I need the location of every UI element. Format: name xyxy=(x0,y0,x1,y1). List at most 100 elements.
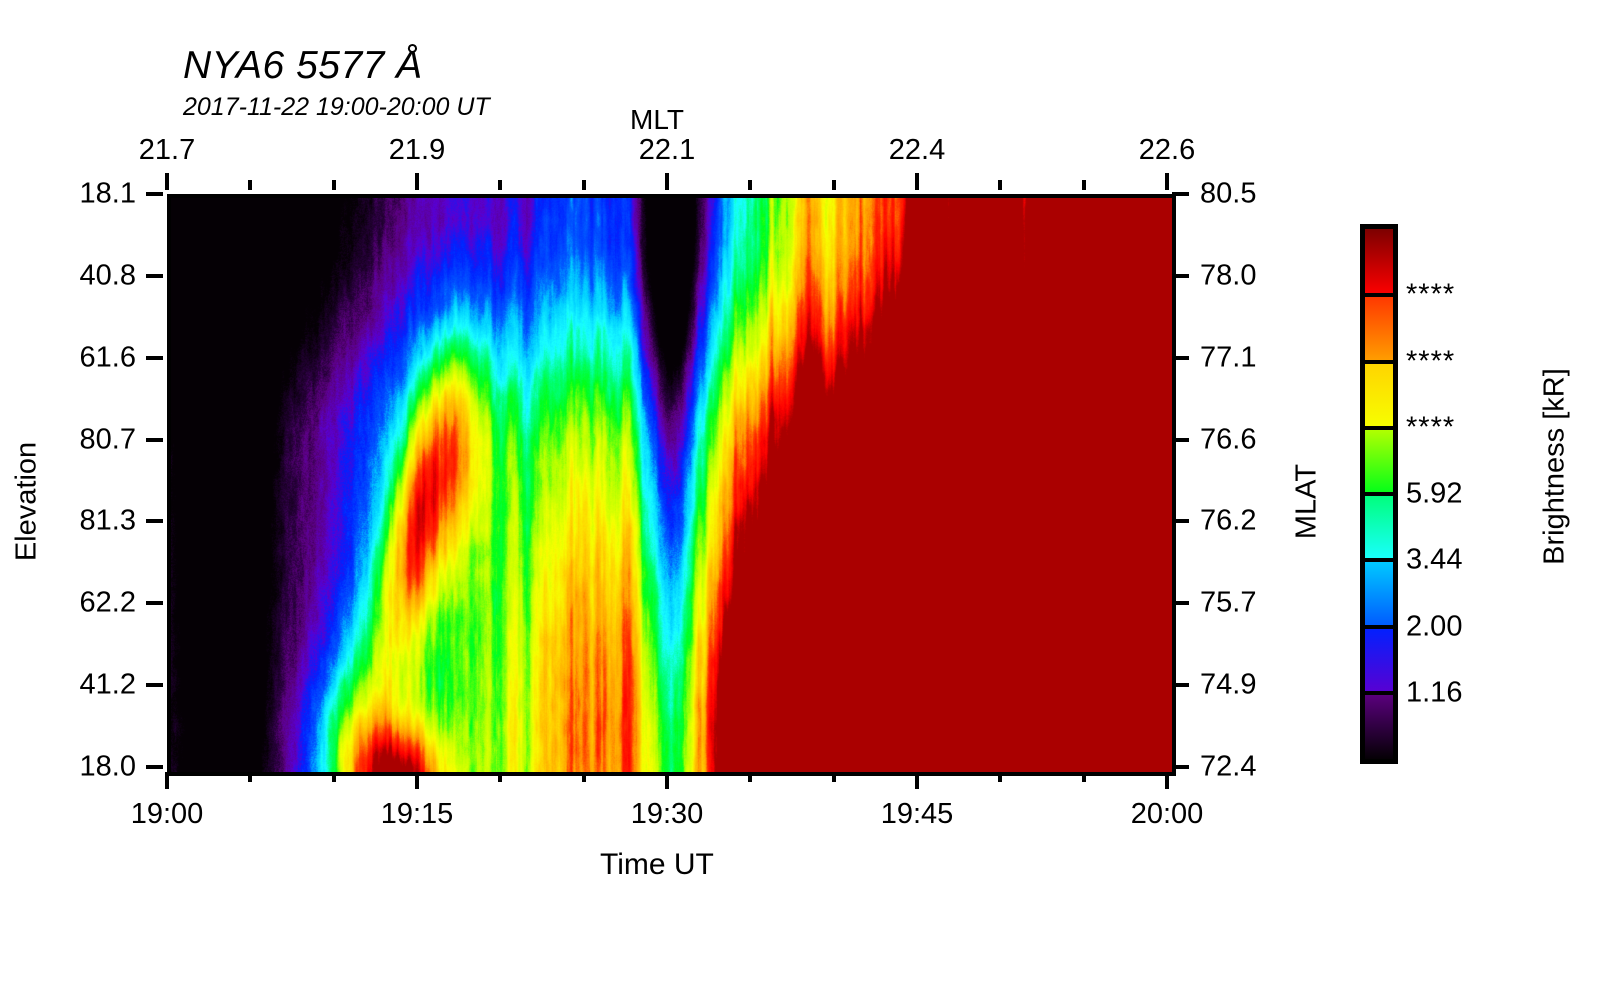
colorbar-tick-label: 2.00 xyxy=(1406,610,1463,642)
y-major-tick-right xyxy=(1172,273,1189,278)
y-major-tick-left xyxy=(146,355,163,360)
left-tick-label: 18.1 xyxy=(79,177,136,210)
y-major-tick-right xyxy=(1172,519,1189,524)
bottom-tick-label: 19:15 xyxy=(380,798,454,830)
top-axis-title: MLT xyxy=(630,104,684,135)
x-major-tick-top xyxy=(915,173,919,190)
colorbar-tick-label: 1.16 xyxy=(1406,676,1463,709)
colorbar-segment xyxy=(1365,427,1393,494)
y-major-tick-right xyxy=(1172,765,1189,769)
colorbar-tick-label: **** xyxy=(1406,278,1456,311)
left-tick-label: 18.0 xyxy=(79,750,136,783)
x-minor-tick xyxy=(831,772,836,782)
y-major-tick-left xyxy=(146,765,163,769)
bottom-tick-label: 20:00 xyxy=(1130,798,1204,830)
colorbar-tick-label: 5.92 xyxy=(1406,477,1463,510)
colorbar-divider xyxy=(1365,690,1393,695)
x-minor-tick-top xyxy=(831,180,836,190)
x-major-tick-top xyxy=(415,173,419,190)
y-major-tick-right xyxy=(1172,355,1189,360)
keogram-image xyxy=(171,198,1172,772)
y-major-tick-right xyxy=(1172,192,1189,196)
colorbar-gradient xyxy=(1360,224,1398,764)
right-axis-title: MLAT xyxy=(1290,463,1323,540)
colorbar-divider xyxy=(1365,359,1393,364)
colorbar-divider xyxy=(1365,624,1393,629)
colorbar-divider xyxy=(1365,492,1393,496)
colorbar-segment xyxy=(1365,494,1393,561)
bottom-axis-title: Time UT xyxy=(600,848,714,881)
colorbar-segment xyxy=(1365,229,1393,296)
bottom-tick-label: 19:30 xyxy=(630,798,704,830)
colorbar-divider xyxy=(1365,558,1393,563)
y-major-tick-left xyxy=(146,192,163,196)
keogram-plot-area xyxy=(167,194,1176,776)
colorbar-segment xyxy=(1365,626,1393,693)
right-tick-label: 75.7 xyxy=(1200,586,1257,619)
top-tick-label: 22.1 xyxy=(638,134,696,166)
colorbar: **** **** **** 5.92 3.44 2.00 1.16 xyxy=(1360,224,1462,764)
left-tick-label: 41.2 xyxy=(79,668,136,701)
x-minor-tick xyxy=(498,772,503,782)
top-tick-label: 21.9 xyxy=(388,134,446,166)
x-minor-tick-top xyxy=(748,180,753,190)
right-tick-label: 77.1 xyxy=(1200,341,1257,374)
left-tick-label: 40.8 xyxy=(79,259,136,292)
x-minor-tick-top xyxy=(331,180,336,190)
colorbar-segment xyxy=(1365,295,1393,362)
right-tick-label: 72.4 xyxy=(1200,750,1257,783)
colorbar-tick-label: **** xyxy=(1406,345,1456,377)
bottom-tick-label: 19:00 xyxy=(130,798,204,830)
colorbar-tick-label: 3.44 xyxy=(1406,543,1463,576)
x-minor-tick xyxy=(331,772,336,782)
x-major-tick-top xyxy=(165,173,169,190)
left-axis-title: Elevation xyxy=(10,441,43,562)
left-tick-label: 81.3 xyxy=(79,504,136,537)
page-title: NYA6 5577 Å xyxy=(183,44,423,87)
x-major-tick-top xyxy=(665,173,669,190)
right-tick-label: 74.9 xyxy=(1200,668,1257,701)
colorbar-tick-label: **** xyxy=(1406,411,1456,444)
colorbar-segment xyxy=(1365,361,1393,428)
colorbar-divider xyxy=(1365,293,1393,298)
x-major-tick xyxy=(415,772,419,789)
left-tick-label: 62.2 xyxy=(79,586,136,619)
y-major-tick-left xyxy=(146,437,163,442)
top-tick-label: 22.6 xyxy=(1138,134,1196,166)
top-tick-label: 21.7 xyxy=(138,134,196,166)
x-major-tick xyxy=(915,772,919,789)
left-tick-label: 61.6 xyxy=(79,341,136,374)
colorbar-divider xyxy=(1365,425,1393,430)
x-minor-tick xyxy=(581,772,586,782)
colorbar-title: Brightness [kR] xyxy=(1538,368,1571,565)
page-subtitle: 2017-11-22 19:00-20:00 UT xyxy=(183,93,490,121)
right-tick-label: 76.2 xyxy=(1200,504,1257,537)
x-minor-tick xyxy=(748,772,753,782)
x-major-tick xyxy=(1165,772,1169,789)
x-minor-tick-top xyxy=(248,180,253,190)
right-tick-label: 78.0 xyxy=(1200,259,1257,292)
right-tick-label: 76.6 xyxy=(1200,423,1257,456)
x-major-tick xyxy=(665,772,669,789)
x-minor-tick-top xyxy=(998,180,1003,190)
x-major-tick xyxy=(165,772,169,789)
x-minor-tick-top xyxy=(498,180,503,190)
right-tick-label: 80.5 xyxy=(1200,177,1257,210)
y-major-tick-left xyxy=(146,519,163,524)
y-major-tick-right xyxy=(1172,683,1189,688)
x-major-tick-top xyxy=(1165,173,1169,190)
y-major-tick-right xyxy=(1172,437,1189,442)
x-minor-tick xyxy=(1081,772,1086,782)
x-minor-tick-top xyxy=(1081,180,1086,190)
left-tick-label: 80.7 xyxy=(79,423,136,456)
x-minor-tick xyxy=(248,772,253,782)
x-minor-tick xyxy=(998,772,1003,782)
x-minor-tick-top xyxy=(581,180,586,190)
colorbar-segment xyxy=(1365,560,1393,627)
y-major-tick-left xyxy=(146,601,163,606)
y-major-tick-left xyxy=(146,273,163,278)
bottom-tick-label: 19:45 xyxy=(880,798,954,830)
colorbar-segment xyxy=(1365,692,1393,759)
top-tick-label: 22.4 xyxy=(888,134,946,166)
